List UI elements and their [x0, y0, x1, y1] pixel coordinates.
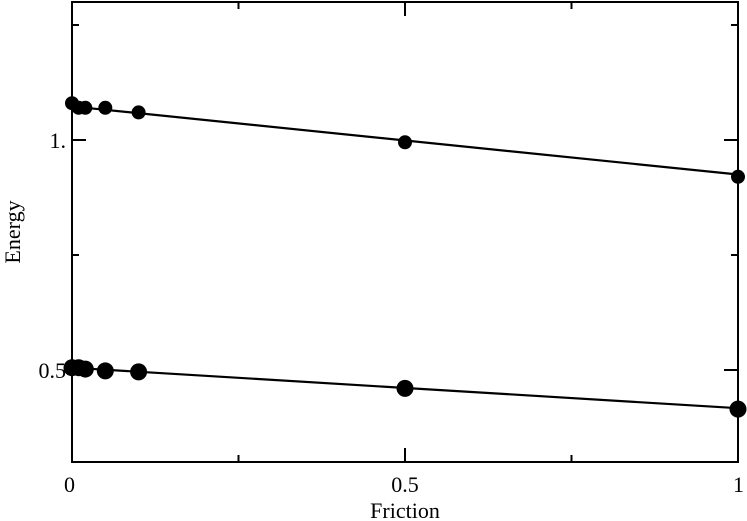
tick-labels: 0 0.5 1 0.5 1. — [39, 128, 745, 497]
series-1-point — [78, 100, 93, 115]
x-tick-label: 1 — [733, 472, 744, 497]
fit-lines — [71, 105, 739, 410]
series-1-point — [731, 169, 745, 184]
x-axis-label: Friction — [370, 498, 440, 521]
data-points — [63, 96, 747, 418]
y-axis-label: Energy — [0, 200, 25, 263]
axis-ticks — [71, 2, 739, 462]
series-1-point — [398, 135, 412, 150]
series-2-point — [76, 360, 94, 378]
series-2-point — [396, 379, 414, 397]
y-tick-label: 0.5 — [39, 358, 67, 383]
series-2-point — [130, 363, 148, 381]
series-2-point — [729, 400, 747, 418]
y-tick-label: 1. — [50, 128, 67, 153]
x-tick-label: 0 — [64, 472, 75, 497]
series-2-point — [96, 362, 114, 380]
series-1-point — [98, 100, 113, 115]
series-1-point — [131, 105, 146, 120]
x-tick-label: 0.5 — [391, 472, 419, 497]
